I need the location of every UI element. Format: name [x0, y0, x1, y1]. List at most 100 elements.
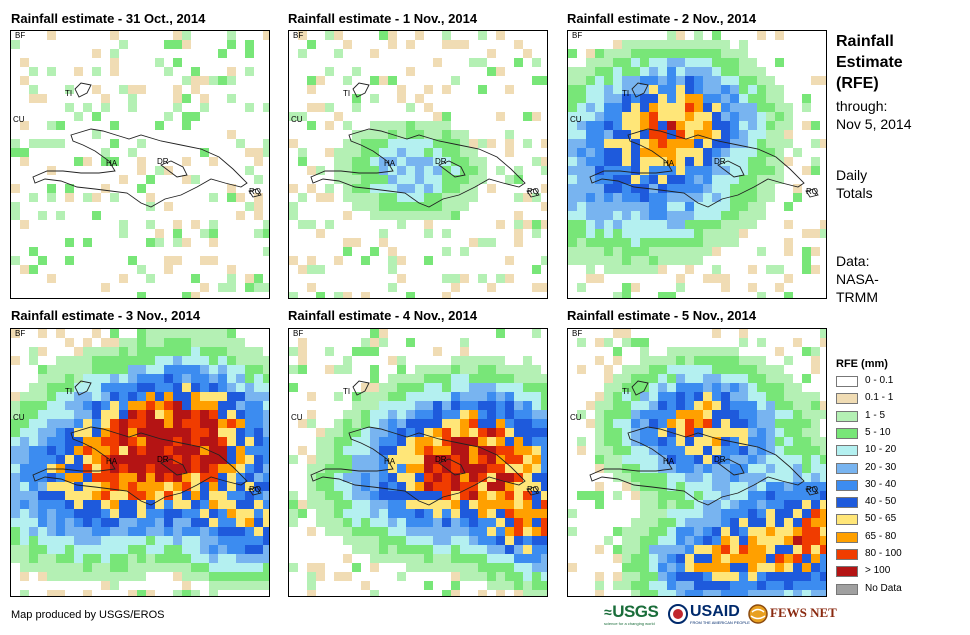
rainfall-cell	[487, 500, 496, 509]
rainfall-cell	[667, 509, 676, 518]
rainfall-cell	[721, 202, 730, 211]
rainfall-cell	[766, 554, 775, 563]
rainfall-cell	[721, 401, 730, 410]
rainfall-cell	[496, 365, 505, 374]
rainfall-cell	[595, 482, 604, 491]
rainfall-cell	[739, 103, 748, 112]
rainfall-cell	[613, 76, 622, 85]
rainfall-cell	[173, 482, 182, 491]
rainfall-cell	[766, 437, 775, 446]
rainfall-cell	[604, 401, 613, 410]
rainfall-cell	[640, 590, 649, 596]
rainfall-cell	[766, 148, 775, 157]
rainfall-cell	[92, 536, 101, 545]
rainfall-cell	[748, 121, 757, 130]
rainfall-cell	[254, 211, 263, 220]
rainfall-cell	[173, 518, 182, 527]
rainfall-cell	[532, 428, 541, 437]
rainfall-cell	[703, 482, 712, 491]
rainfall-cell	[442, 40, 451, 49]
rainfall-cell	[784, 464, 793, 473]
rainfall-cell	[622, 374, 631, 383]
rainfall-cell	[622, 292, 631, 298]
rainfall-cell	[577, 193, 586, 202]
rainfall-cell	[343, 166, 352, 175]
rainfall-cell	[298, 31, 307, 40]
rainfall-cell	[146, 473, 155, 482]
rainfall-cell	[442, 518, 451, 527]
legend-label: 40 - 50	[865, 496, 897, 508]
rainfall-cell	[730, 410, 739, 419]
rainfall-cell	[56, 139, 65, 148]
rainfall-cell	[721, 220, 730, 229]
rainfall-cell	[685, 410, 694, 419]
rainfall-cell	[721, 563, 730, 572]
rainfall-cell	[101, 527, 110, 536]
rainfall-cell	[586, 247, 595, 256]
rainfall-cell	[577, 112, 586, 121]
rainfall-cell	[505, 419, 514, 428]
rainfall-cell	[218, 554, 227, 563]
rainfall-cell	[757, 473, 766, 482]
rainfall-cell	[343, 211, 352, 220]
rainfall-cell	[182, 437, 191, 446]
rainfall-cell	[83, 238, 92, 247]
rainfall-cell	[451, 130, 460, 139]
rainfall-cell	[56, 482, 65, 491]
rainfall-cell	[802, 166, 811, 175]
rainfall-cell	[622, 392, 631, 401]
rainfall-cell	[658, 157, 667, 166]
rainfall-cell	[254, 157, 263, 166]
rainfall-cell	[245, 437, 254, 446]
rainfall-cell	[263, 247, 269, 256]
rainfall-cell	[685, 238, 694, 247]
rainfall-cell	[775, 94, 784, 103]
rainfall-cell	[155, 338, 164, 347]
rainfall-cell	[65, 338, 74, 347]
rainfall-cell	[83, 347, 92, 356]
rainfall-cell	[289, 491, 298, 500]
rainfall-cell	[604, 238, 613, 247]
rainfall-cell	[577, 437, 586, 446]
rainfall-cell	[613, 473, 622, 482]
rainfall-cell	[29, 563, 38, 572]
rainfall-cell	[622, 112, 631, 121]
rainfall-cell	[568, 103, 577, 112]
rainfall-cell	[739, 563, 748, 572]
rainfall-cell	[460, 374, 469, 383]
rainfall-cell	[622, 175, 631, 184]
rainfall-cell	[721, 94, 730, 103]
rainfall-cell	[352, 536, 361, 545]
rainfall-cell	[541, 590, 547, 596]
rainfall-cell	[155, 491, 164, 500]
rainfall-cell	[469, 545, 478, 554]
rainfall-cell	[676, 94, 685, 103]
rainfall-cell	[191, 428, 200, 437]
rainfall-cell	[334, 509, 343, 518]
rainfall-cell	[811, 563, 820, 572]
rainfall-cell	[532, 590, 541, 596]
rainfall-cell	[667, 518, 676, 527]
rainfall-cell	[649, 590, 658, 596]
rainfall-cell	[137, 590, 146, 596]
rainfall-cell	[694, 374, 703, 383]
rainfall-cell	[56, 392, 65, 401]
rainfall-cell	[676, 563, 685, 572]
rainfall-cell	[397, 256, 406, 265]
rainfall-cell	[712, 491, 721, 500]
rainfall-cell	[676, 31, 685, 40]
rainfall-cell	[20, 563, 29, 572]
rainfall-cell	[424, 482, 433, 491]
rainfall-cell	[361, 392, 370, 401]
rainfall-cell	[739, 148, 748, 157]
rainfall-cell	[245, 545, 254, 554]
rainfall-cell	[209, 76, 218, 85]
rainfall-cell	[101, 545, 110, 554]
rainfall-cell	[20, 392, 29, 401]
rainfall-cell	[766, 545, 775, 554]
rainfall-cell	[155, 446, 164, 455]
rainfall-cell	[712, 94, 721, 103]
rainfall-cell	[460, 437, 469, 446]
rainfall-cell	[433, 392, 442, 401]
rainfall-cell	[640, 220, 649, 229]
